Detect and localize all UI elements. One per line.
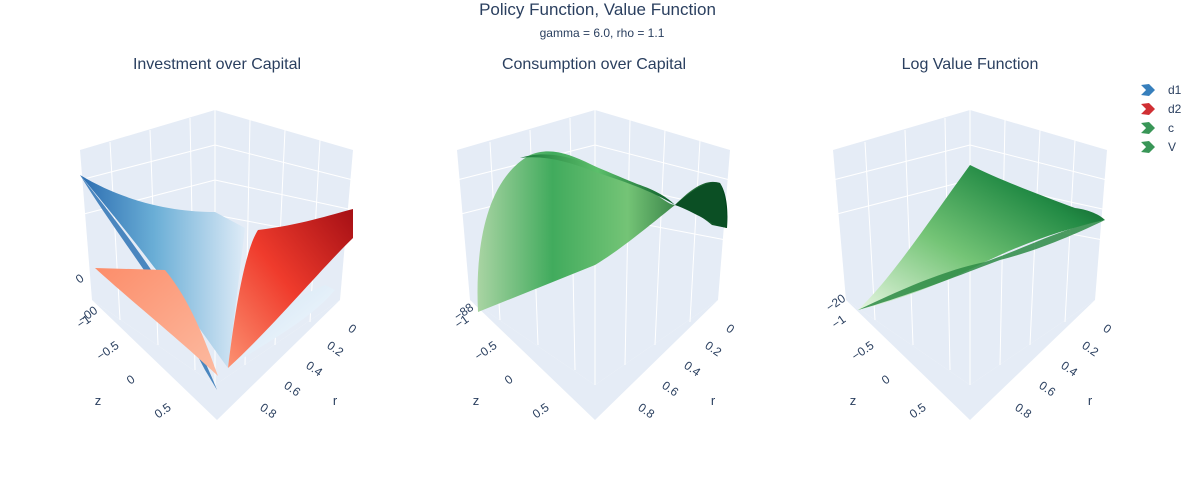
floor — [92, 300, 340, 420]
y-tick-label: 0 — [879, 372, 893, 387]
surfaces-investment — [80, 175, 353, 390]
surfaces-value — [858, 165, 1105, 310]
x-tick-label: 0.8 — [1012, 400, 1034, 421]
legend-item-d2[interactable]: d2 — [1140, 99, 1181, 118]
surface-c-patch-0 — [477, 151, 728, 312]
figure-subtitle: gamma = 6.0, rho = 1.1 — [539, 26, 665, 40]
surface-V-patch-1 — [858, 220, 1105, 310]
x-axis-label: r — [711, 393, 716, 408]
panel-title-value: Log Value Function — [901, 56, 1039, 73]
z-tick-label: −20 — [823, 291, 848, 314]
legend-label: c — [1168, 120, 1174, 135]
legend-swatch-icon — [1141, 140, 1155, 153]
panel-title-consumption: Consumption over Capital — [501, 56, 687, 73]
legend-item-c[interactable]: c — [1140, 118, 1181, 137]
x-axis-label: r — [333, 393, 338, 408]
y-tick-label: 0.5 — [907, 400, 929, 421]
x-axis-label: r — [1088, 393, 1093, 408]
surface-d1-patch-2 — [228, 285, 335, 368]
y-axis-label: z — [473, 393, 480, 408]
floor — [470, 300, 718, 420]
legend-swatch-icon — [1141, 102, 1155, 115]
x-tick-label: 0.2 — [1079, 338, 1101, 359]
surface-V-patch-0 — [858, 165, 1105, 310]
x-tick-label: 0 — [1101, 321, 1115, 336]
x-tick-label: 0.4 — [1058, 358, 1080, 379]
legend-item-V[interactable]: V — [1140, 137, 1181, 156]
legend-label: V — [1168, 139, 1177, 154]
legend: d1 d2 c V — [1140, 80, 1181, 156]
x-tick-label: 0.6 — [1036, 378, 1058, 399]
legend-swatch-icon — [1141, 83, 1155, 96]
y-tick-label: −1 — [829, 312, 849, 332]
legend-swatch-icon — [1141, 121, 1155, 134]
legend-label: d1 — [1168, 82, 1182, 97]
surface-d1-patch-1 — [80, 175, 217, 390]
y-tick-label: −0.5 — [849, 338, 877, 363]
surfaces-consumption — [477, 151, 728, 312]
y-axis-label: z — [95, 393, 102, 408]
panel-title-investment: Investment over Capital — [132, 56, 302, 73]
y-axis-label: z — [850, 393, 857, 408]
surface-c-patch-2 — [675, 182, 727, 228]
figure-title: Policy Function, Value Function — [479, 0, 716, 19]
legend-label: d2 — [1168, 101, 1182, 116]
surface-d2-patch-1 — [228, 209, 353, 368]
surface-d2-patch-0 — [95, 268, 218, 376]
floor — [846, 300, 1095, 420]
legend-item-d1[interactable]: d1 — [1140, 80, 1181, 99]
